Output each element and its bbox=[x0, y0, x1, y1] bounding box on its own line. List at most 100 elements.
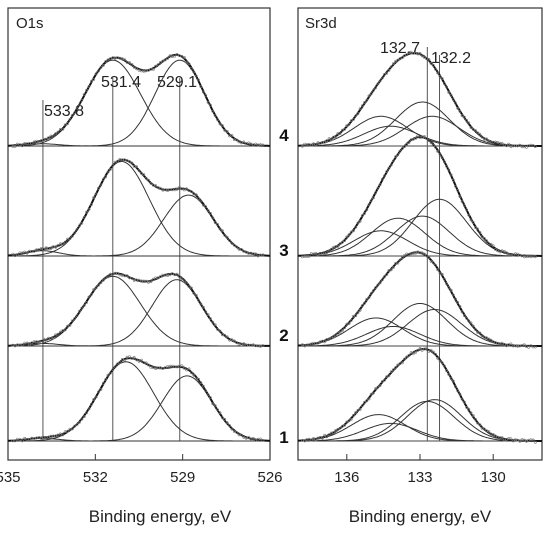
data-point bbox=[216, 328, 220, 331]
data-point bbox=[125, 159, 129, 162]
data-point bbox=[438, 359, 442, 363]
data-point bbox=[394, 366, 398, 369]
data-point bbox=[309, 438, 313, 442]
data-point bbox=[442, 160, 446, 164]
data-point bbox=[522, 438, 526, 442]
data-point bbox=[123, 58, 127, 62]
data-point bbox=[242, 250, 246, 253]
data-point bbox=[462, 115, 466, 119]
data-point bbox=[158, 186, 162, 190]
data-point bbox=[132, 355, 136, 359]
data-point bbox=[20, 251, 24, 255]
data-point bbox=[398, 362, 402, 366]
data-point bbox=[398, 258, 402, 262]
fit-component-curve bbox=[8, 361, 270, 442]
data-point bbox=[525, 439, 528, 443]
data-point bbox=[485, 429, 488, 433]
data-point bbox=[383, 378, 386, 382]
data-point bbox=[18, 143, 22, 147]
data-point bbox=[349, 230, 353, 234]
data-point bbox=[135, 358, 139, 362]
data-point bbox=[365, 208, 369, 212]
data-point bbox=[85, 210, 89, 214]
data-point bbox=[414, 251, 418, 255]
data-point bbox=[352, 413, 355, 417]
data-point bbox=[489, 242, 493, 246]
data-point bbox=[194, 74, 198, 78]
data-point bbox=[474, 417, 477, 421]
data-point bbox=[376, 82, 380, 86]
data-point bbox=[211, 216, 215, 220]
data-point bbox=[180, 277, 184, 281]
data-point bbox=[201, 305, 205, 309]
data-point bbox=[168, 54, 172, 58]
data-point bbox=[349, 119, 353, 123]
data-point bbox=[400, 56, 404, 60]
data-point bbox=[209, 211, 212, 215]
data-point bbox=[151, 277, 155, 281]
data-point bbox=[161, 367, 165, 370]
fit-component-curve bbox=[8, 59, 270, 147]
data-point bbox=[445, 369, 449, 373]
data-point bbox=[442, 364, 446, 368]
data-point bbox=[104, 276, 108, 280]
data-point bbox=[54, 132, 58, 136]
data-point bbox=[325, 139, 329, 143]
data-point bbox=[431, 261, 435, 265]
reference-line-label: 529.1 bbox=[157, 74, 197, 91]
data-point bbox=[11, 343, 15, 347]
data-point bbox=[345, 235, 349, 239]
data-point bbox=[218, 329, 222, 333]
data-point bbox=[369, 92, 373, 96]
data-point bbox=[220, 124, 224, 128]
fit-component-curve bbox=[8, 375, 271, 442]
data-point bbox=[209, 103, 212, 107]
data-point bbox=[37, 248, 41, 252]
data-point bbox=[303, 439, 307, 443]
data-point bbox=[389, 65, 393, 69]
data-point bbox=[220, 229, 224, 233]
data-point bbox=[436, 71, 440, 75]
data-point bbox=[223, 333, 227, 337]
data-point bbox=[16, 253, 19, 257]
data-point bbox=[480, 334, 484, 338]
data-point bbox=[394, 155, 398, 159]
data-point bbox=[385, 71, 389, 75]
data-point bbox=[403, 254, 406, 257]
data-point bbox=[447, 285, 451, 289]
data-point bbox=[111, 368, 115, 372]
data-point bbox=[314, 438, 318, 442]
data-point bbox=[474, 328, 477, 331]
fit-component-curve bbox=[298, 309, 542, 347]
data-point bbox=[232, 430, 236, 433]
data-point bbox=[325, 435, 329, 439]
data-point bbox=[180, 364, 184, 368]
spectrum-index-label: 3 bbox=[279, 241, 288, 260]
data-point bbox=[32, 437, 36, 440]
data-point bbox=[27, 343, 31, 347]
data-point bbox=[232, 339, 236, 343]
data-point bbox=[116, 159, 120, 163]
data-point bbox=[434, 263, 437, 267]
data-point bbox=[511, 439, 515, 443]
data-point bbox=[505, 251, 508, 255]
data-point bbox=[332, 431, 335, 434]
data-point bbox=[204, 310, 208, 314]
data-point bbox=[471, 220, 475, 224]
data-point bbox=[467, 121, 471, 125]
data-point bbox=[166, 189, 170, 193]
x-tick-label: 133 bbox=[407, 469, 432, 486]
data-point bbox=[371, 391, 375, 395]
data-point bbox=[187, 189, 191, 193]
data-point bbox=[54, 333, 58, 337]
data-point bbox=[204, 94, 208, 97]
data-point bbox=[182, 366, 186, 370]
data-point bbox=[223, 417, 227, 421]
data-point bbox=[356, 112, 360, 116]
data-point bbox=[378, 79, 382, 83]
data-point bbox=[414, 350, 418, 354]
data-point bbox=[20, 343, 24, 347]
data-point bbox=[358, 308, 362, 312]
data-point bbox=[449, 288, 453, 292]
data-point bbox=[78, 103, 81, 107]
